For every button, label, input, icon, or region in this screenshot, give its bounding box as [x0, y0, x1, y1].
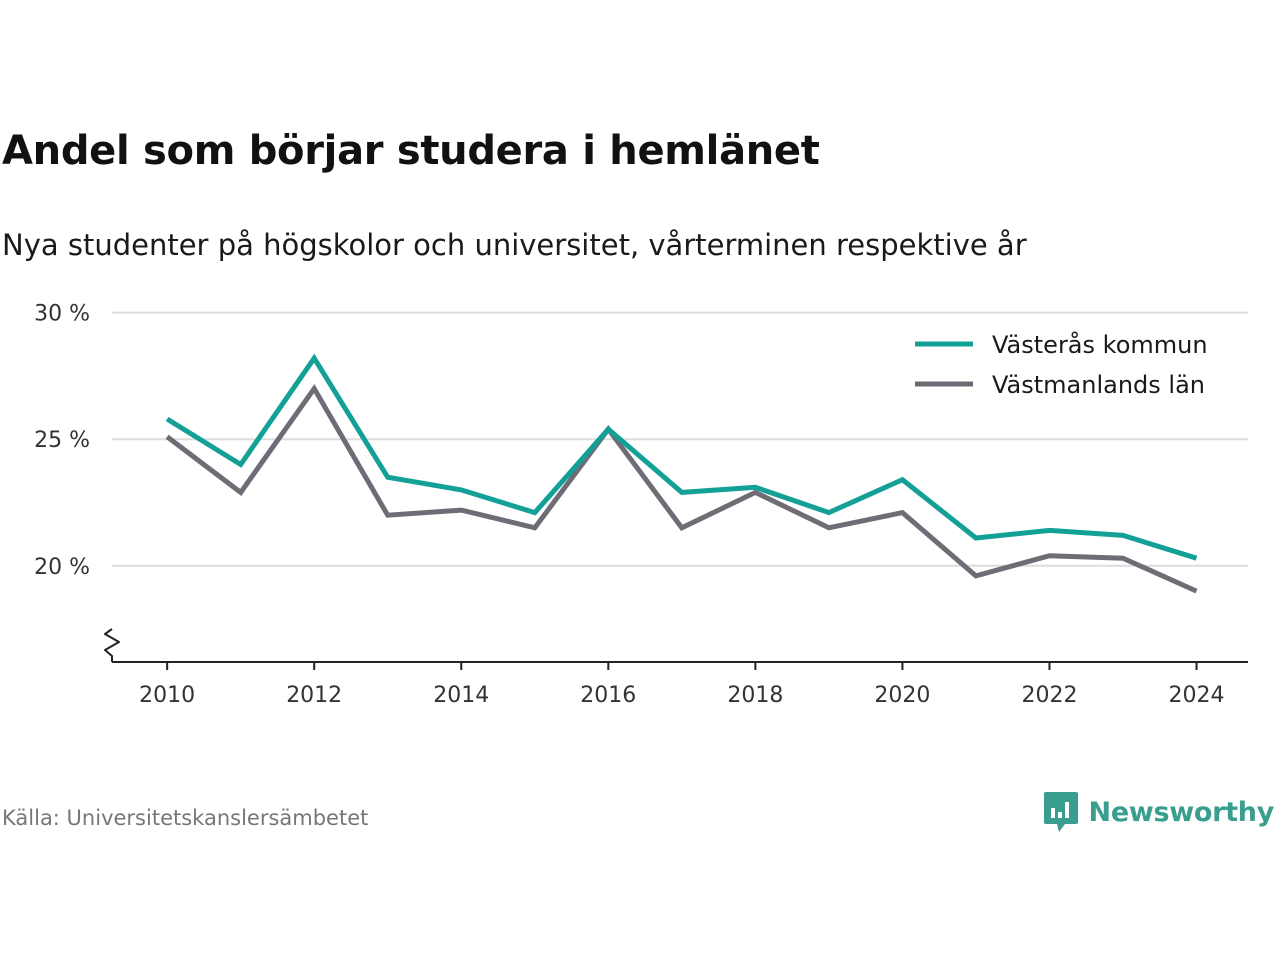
x-tick-label: 2022 — [1021, 683, 1077, 708]
brand-logo: Newsworthy — [1043, 790, 1274, 834]
x-tick-label: 2010 — [139, 683, 195, 708]
legend-label: Västmanlands län — [992, 371, 1205, 399]
y-tick-label: 30 % — [34, 302, 90, 327]
x-tick-label: 2014 — [433, 683, 489, 708]
axes: 20 % 25 % 30 % 2010 2012 2014 2016 2018 2020 2022… — [34, 302, 1248, 708]
y-axis-break-icon — [104, 628, 120, 662]
newsworthy-logo-icon — [1043, 792, 1078, 832]
series-line-vasteras-kommun — [165, 353, 1198, 561]
source-note: Källa: Universitetskanslersämbetet — [2, 806, 369, 830]
chart-subtitle: Nya studenter på högskolor och universit… — [2, 228, 1027, 262]
y-tick-label: 20 % — [34, 555, 90, 580]
brand-name: Newsworthy — [1088, 796, 1275, 828]
legend-label: Västerås kommun — [992, 330, 1208, 359]
series-lines — [165, 353, 1198, 594]
x-tick-label: 2020 — [874, 683, 930, 708]
x-tick-label: 2012 — [286, 683, 342, 708]
legend: Västerås kommun Västmanlands län — [906, 324, 1248, 408]
x-tick-label: 2018 — [727, 683, 783, 708]
chart-title: Andel som börjar studera i hemlänet — [2, 128, 820, 174]
legend-background — [906, 324, 1248, 408]
y-tick-label: 25 % — [34, 428, 90, 453]
x-tick-label: 2016 — [580, 683, 636, 708]
grid-lines — [112, 311, 1248, 567]
x-tick-label: 2024 — [1169, 683, 1225, 708]
series-line-vastmanlands-lan — [165, 383, 1198, 594]
